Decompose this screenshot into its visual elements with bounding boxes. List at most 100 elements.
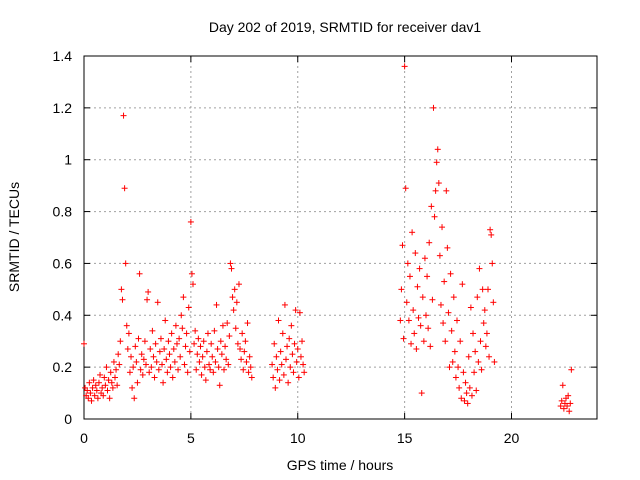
data-point	[271, 340, 278, 347]
data-point	[238, 356, 245, 363]
data-point	[107, 369, 114, 376]
data-point	[129, 384, 136, 391]
data-point	[84, 387, 91, 394]
data-point	[419, 294, 426, 301]
data-point	[568, 366, 575, 373]
data-point	[409, 229, 416, 236]
data-point	[114, 382, 121, 389]
chart-title: Day 202 of 2019, SRMTID for receiver dav…	[209, 19, 482, 35]
data-point	[120, 112, 127, 119]
data-point	[217, 338, 224, 345]
data-point	[441, 278, 448, 285]
data-point	[474, 294, 481, 301]
data-point	[272, 384, 279, 391]
data-point	[410, 307, 417, 314]
data-point	[452, 374, 459, 381]
gridlines	[84, 56, 597, 419]
data-point	[201, 364, 208, 371]
data-point	[284, 343, 291, 350]
data-point	[211, 327, 218, 334]
data-point	[155, 366, 162, 373]
data-point	[117, 338, 124, 345]
data-point	[165, 338, 172, 345]
data-point	[428, 203, 435, 210]
data-point	[248, 374, 255, 381]
data-point	[196, 358, 203, 365]
data-point	[194, 351, 201, 358]
data-point	[488, 231, 495, 238]
data-point	[99, 384, 106, 391]
data-point	[105, 377, 112, 384]
y-tick-label: 0.4	[53, 307, 73, 323]
data-point	[456, 384, 463, 391]
data-point	[157, 335, 164, 342]
data-point	[278, 361, 285, 368]
data-point	[123, 322, 130, 329]
x-tick-label: 20	[504, 430, 520, 446]
data-point	[208, 340, 215, 347]
data-point	[193, 366, 200, 373]
data-point	[433, 159, 440, 166]
data-point	[133, 358, 140, 365]
data-point	[161, 345, 168, 352]
data-point	[277, 348, 284, 355]
data-point	[108, 379, 115, 386]
data-point	[491, 358, 498, 365]
data-point	[119, 296, 126, 303]
data-point	[159, 361, 166, 368]
data-point	[480, 320, 487, 327]
data-point	[145, 288, 152, 295]
data-point	[567, 400, 574, 407]
data-point	[461, 397, 468, 404]
data-point	[297, 353, 304, 360]
data-point	[202, 377, 209, 384]
data-point	[482, 343, 489, 350]
data-point	[466, 384, 473, 391]
data-point	[490, 299, 497, 306]
data-point	[176, 335, 183, 342]
y-tick-label: 0	[64, 411, 72, 427]
data-point	[212, 358, 219, 365]
data-point	[415, 314, 422, 321]
data-point	[426, 239, 433, 246]
data-point	[104, 387, 111, 394]
data-point	[564, 403, 571, 410]
data-point	[166, 351, 173, 358]
data-point	[408, 340, 415, 347]
data-point	[420, 338, 427, 345]
data-point	[126, 369, 133, 376]
data-point	[397, 317, 404, 324]
data-point	[295, 374, 302, 381]
data-point	[148, 364, 155, 371]
data-point	[242, 338, 249, 345]
x-tick-label: 15	[397, 430, 413, 446]
data-point	[218, 351, 225, 358]
data-point	[130, 364, 137, 371]
data-point	[558, 397, 565, 404]
data-point	[471, 369, 478, 376]
data-point	[88, 397, 95, 404]
data-point	[475, 358, 482, 365]
data-point	[294, 345, 301, 352]
data-point	[128, 353, 135, 360]
data-point	[210, 369, 217, 376]
data-point	[245, 369, 252, 376]
data-point	[443, 187, 450, 194]
data-point	[559, 382, 566, 389]
y-tick-label: 0.6	[53, 255, 73, 271]
data-point	[240, 366, 247, 373]
data-point	[455, 364, 462, 371]
data-point	[86, 379, 93, 386]
data-point	[287, 364, 294, 371]
data-point	[279, 330, 286, 337]
data-point	[184, 369, 191, 376]
data-point	[301, 369, 308, 376]
data-point	[234, 340, 241, 347]
data-point	[150, 353, 157, 360]
data-point	[149, 327, 156, 334]
data-point	[121, 185, 128, 192]
data-point	[232, 325, 239, 332]
data-point	[275, 317, 282, 324]
data-point	[197, 343, 204, 350]
data-point	[231, 286, 238, 293]
